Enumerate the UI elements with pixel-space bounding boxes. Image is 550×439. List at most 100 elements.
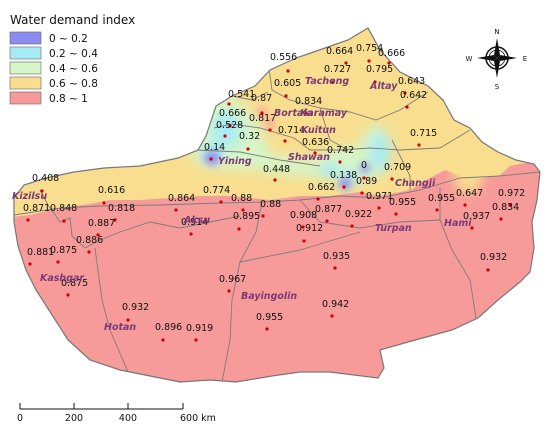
value-label: 0.922 <box>345 209 372 220</box>
sample-point <box>417 143 421 147</box>
sample-point <box>194 338 198 342</box>
compass-rose-icon: N S E W <box>466 28 528 91</box>
value-label: 0.448 <box>263 164 290 175</box>
compass-north-label: N <box>494 28 499 36</box>
value-label: 0.642 <box>400 90 427 101</box>
value-label: 0.647 <box>456 188 483 199</box>
region-label-kashgar: Kashgar <box>40 273 85 284</box>
compass-east-label: E <box>523 55 527 63</box>
value-label: 0.895 <box>233 211 260 222</box>
legend-swatch <box>9 76 42 90</box>
sample-point <box>265 327 269 331</box>
value-label: 0.727 <box>324 64 351 75</box>
value-label: 0.664 <box>326 46 353 57</box>
zone-mid <box>190 95 392 180</box>
sample-point <box>223 134 227 138</box>
sample-point <box>219 200 223 204</box>
sample-point <box>387 61 391 65</box>
value-label: 0.754 <box>356 43 383 54</box>
sample-point <box>227 289 231 293</box>
value-label: 0.834 <box>492 202 519 213</box>
sample-point <box>286 69 290 73</box>
value-label: 0.955 <box>428 193 455 204</box>
scale-tick-0: 0 <box>17 413 23 424</box>
value-label: 0.715 <box>410 128 437 139</box>
sample-point <box>302 239 306 243</box>
legend-swatch <box>9 61 42 75</box>
value-label: 0.919 <box>186 323 213 334</box>
sample-point <box>237 227 241 231</box>
value-label: 0.875 <box>61 278 88 289</box>
value-label: 0.942 <box>322 299 349 310</box>
region-boundaries <box>14 61 540 382</box>
value-label: 0.935 <box>323 251 350 262</box>
value-label: 0.643 <box>398 76 425 87</box>
legend-label: 0.8 ~ 1 <box>49 93 88 105</box>
region-label-karamay: Karamay <box>300 108 348 119</box>
sample-point <box>126 318 130 322</box>
region-label-yining: Yining <box>218 156 252 167</box>
sample-point <box>394 212 398 216</box>
legend-swatch <box>9 91 42 105</box>
sample-point <box>246 147 250 151</box>
sample-point <box>499 217 503 221</box>
value-label: 0.605 <box>274 78 301 89</box>
sample-point <box>405 105 409 109</box>
zone-low <box>370 132 390 172</box>
legend-label: 0 ~ 0.2 <box>49 33 88 45</box>
sample-point <box>403 91 407 95</box>
sample-point <box>96 233 100 237</box>
legend-label: 0.4 ~ 0.6 <box>49 63 98 75</box>
value-label: 0.886 <box>76 235 103 246</box>
value-label: 0.138 <box>330 170 357 181</box>
scale-tick-400: 400 <box>119 413 137 424</box>
region-label-turpan: Turpan <box>375 223 412 234</box>
sample-point <box>508 203 512 207</box>
sample-point <box>241 208 245 212</box>
sample-point <box>360 191 364 195</box>
sample-point <box>26 218 30 222</box>
legend-title: Water demand index <box>10 13 135 27</box>
legend-label: 0.6 ~ 0.8 <box>49 78 98 90</box>
value-label: 0.971 <box>366 191 393 202</box>
sample-point <box>331 80 335 84</box>
scale-bar: 0 200 400 600 km <box>17 403 216 424</box>
sample-point <box>174 208 178 212</box>
scale-tick-600: 600 km <box>180 413 216 424</box>
legend-swatch <box>9 46 42 60</box>
sample-point <box>284 94 288 98</box>
value-label: 0.662 <box>308 182 335 193</box>
sample-point <box>362 176 366 180</box>
legend-swatch <box>9 31 42 45</box>
sample-point <box>113 218 117 222</box>
value-label: 0.887 <box>88 218 115 229</box>
value-label: 0.881 <box>27 247 54 258</box>
region-label-kuitun: Kuitun <box>301 125 336 136</box>
value-label: 0.967 <box>219 274 246 285</box>
sample-point <box>342 185 346 189</box>
region-label-changji: Changji <box>395 178 436 189</box>
region-label-hotan: Hotan <box>104 322 136 333</box>
value-label: 0.937 <box>463 211 490 222</box>
value-label: 0 <box>361 160 367 171</box>
value-label: 0.972 <box>498 188 525 199</box>
value-label: 0.848 <box>50 203 77 214</box>
region-label-tacheng: Tacheng <box>305 76 349 87</box>
value-label: 0.408 <box>32 173 59 184</box>
sample-point <box>62 219 66 223</box>
value-label: 0.616 <box>98 185 125 196</box>
region-label-altay: Altay <box>369 81 398 92</box>
sample-point <box>227 102 231 106</box>
sample-point <box>261 214 265 218</box>
sample-point <box>56 260 60 264</box>
sample-point <box>333 266 337 270</box>
region-label-aksu: Aksu <box>183 215 210 226</box>
sample-point <box>209 157 213 161</box>
sample-point <box>189 232 193 236</box>
value-label: 0.14 <box>204 142 225 153</box>
sample-point <box>268 128 272 132</box>
value-label: 0.774 <box>203 185 230 196</box>
